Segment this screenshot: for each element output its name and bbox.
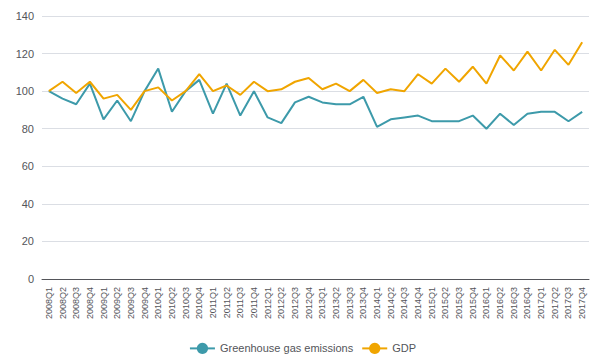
svg-text:2008Q4: 2008Q4 <box>85 287 95 319</box>
svg-text:2010Q1: 2010Q1 <box>153 287 163 319</box>
svg-text:GDP: GDP <box>392 342 416 354</box>
svg-text:2013Q4: 2013Q4 <box>358 287 368 319</box>
svg-text:2008Q3: 2008Q3 <box>71 287 81 319</box>
svg-text:2008Q2: 2008Q2 <box>58 287 68 319</box>
svg-text:Greenhouse gas emissions: Greenhouse gas emissions <box>220 342 354 354</box>
svg-text:2016Q3: 2016Q3 <box>509 287 519 319</box>
svg-text:80: 80 <box>22 123 34 135</box>
svg-text:2013Q1: 2013Q1 <box>317 287 327 319</box>
svg-text:2011Q3: 2011Q3 <box>235 287 245 318</box>
svg-text:2015Q4: 2015Q4 <box>468 287 478 319</box>
svg-text:60: 60 <box>22 160 34 172</box>
svg-text:2009Q3: 2009Q3 <box>126 287 136 319</box>
svg-text:2010Q2: 2010Q2 <box>167 287 177 319</box>
svg-text:2009Q4: 2009Q4 <box>140 287 150 319</box>
svg-text:2016Q2: 2016Q2 <box>495 287 505 319</box>
svg-text:2013Q3: 2013Q3 <box>345 287 355 319</box>
svg-text:40: 40 <box>22 198 34 210</box>
svg-text:2017Q2: 2017Q2 <box>550 287 560 319</box>
svg-text:2012Q3: 2012Q3 <box>290 287 300 319</box>
svg-text:2014Q4: 2014Q4 <box>413 287 423 319</box>
svg-text:2013Q2: 2013Q2 <box>331 287 341 319</box>
svg-text:0: 0 <box>28 273 34 285</box>
svg-text:2009Q2: 2009Q2 <box>112 287 122 319</box>
svg-text:2010Q3: 2010Q3 <box>181 287 191 319</box>
svg-text:2016Q4: 2016Q4 <box>522 287 532 319</box>
svg-text:2017Q3: 2017Q3 <box>563 287 573 319</box>
svg-text:2014Q3: 2014Q3 <box>399 287 409 319</box>
svg-text:120: 120 <box>16 48 34 60</box>
svg-text:2014Q1: 2014Q1 <box>372 287 382 319</box>
svg-text:2011Q4: 2011Q4 <box>249 287 259 318</box>
svg-text:2011Q2: 2011Q2 <box>222 287 232 318</box>
svg-text:2012Q2: 2012Q2 <box>276 287 286 319</box>
svg-text:2015Q2: 2015Q2 <box>440 287 450 319</box>
svg-text:2017Q4: 2017Q4 <box>577 287 587 319</box>
svg-text:2011Q1: 2011Q1 <box>208 287 218 318</box>
svg-text:2016Q1: 2016Q1 <box>481 287 491 319</box>
svg-text:2009Q1: 2009Q1 <box>99 287 109 319</box>
svg-text:2008Q1: 2008Q1 <box>44 287 54 319</box>
svg-text:2012Q1: 2012Q1 <box>263 287 273 319</box>
svg-text:140: 140 <box>16 10 34 22</box>
svg-text:2012Q4: 2012Q4 <box>304 287 314 319</box>
svg-text:20: 20 <box>22 235 34 247</box>
svg-text:2015Q1: 2015Q1 <box>427 287 437 319</box>
svg-text:2014Q2: 2014Q2 <box>386 287 396 319</box>
svg-text:2017Q1: 2017Q1 <box>536 287 546 319</box>
svg-text:2010Q4: 2010Q4 <box>194 287 204 319</box>
svg-text:2015Q3: 2015Q3 <box>454 287 464 319</box>
svg-text:100: 100 <box>16 85 34 97</box>
